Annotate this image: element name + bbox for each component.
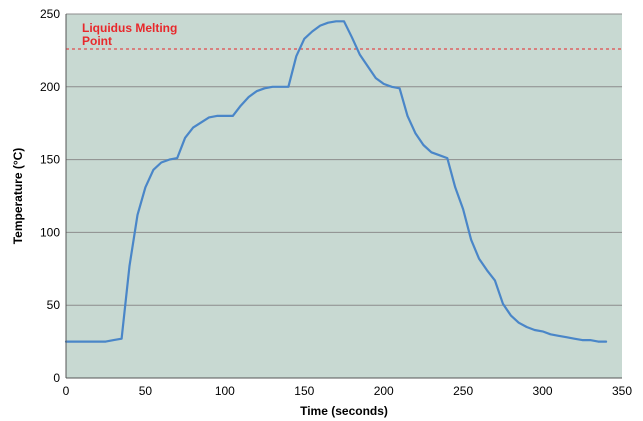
liquidus-reference-label: Liquidus Melting Point — [82, 21, 181, 48]
x-tick-label: 150 — [294, 384, 314, 398]
y-tick-label: 150 — [40, 153, 60, 167]
reference-label-line-1: Liquidus Melting — [82, 21, 177, 35]
x-axis-title: Time (seconds) — [300, 404, 388, 418]
y-tick-label: 200 — [40, 80, 60, 94]
x-axis-ticks: 0 50 100 150 200 250 300 350 — [63, 384, 633, 398]
plot-area — [66, 14, 622, 378]
y-axis-title: Temperature (°C) — [11, 148, 25, 245]
y-tick-label: 50 — [47, 298, 61, 312]
x-tick-label: 350 — [612, 384, 632, 398]
y-tick-label: 250 — [40, 7, 60, 21]
x-tick-label: 200 — [374, 384, 394, 398]
x-tick-label: 100 — [215, 384, 235, 398]
x-tick-label: 250 — [453, 384, 473, 398]
y-axis-ticks: 0 50 100 150 200 250 — [40, 7, 60, 385]
gridlines — [66, 13, 622, 306]
series-line — [64, 20, 608, 343]
y-tick-label: 0 — [53, 371, 60, 385]
reference-label-line-2: Point — [82, 34, 112, 48]
y-tick-label: 100 — [40, 225, 60, 239]
x-tick-label: 0 — [63, 384, 70, 398]
x-tick-label: 50 — [139, 384, 153, 398]
x-tick-label: 300 — [533, 384, 553, 398]
